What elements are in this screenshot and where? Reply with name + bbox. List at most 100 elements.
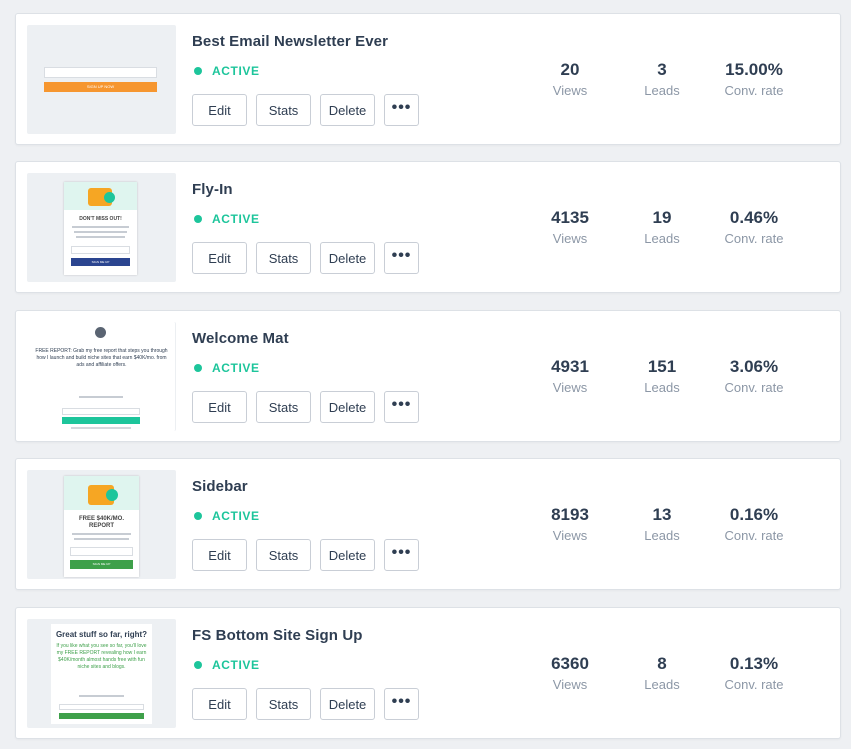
more-options-button[interactable]: ••• [384,391,419,423]
delete-button[interactable]: Delete [320,688,375,720]
views-stat: 4135 Views [525,208,615,246]
status-dot [194,215,202,223]
form-preview-thumbnail[interactable]: DON'T MISS OUT! SIGN ME UP [27,173,176,282]
leads-label: Leads [644,83,680,98]
edit-button[interactable]: Edit [192,94,247,126]
conversion-value: 0.46% [729,208,779,227]
conversion-stat: 0.46% Conv. rate [709,208,799,246]
stats-button[interactable]: Stats [256,539,311,571]
status-dot [194,364,202,372]
preview-logo-icon [95,327,106,338]
leads-stat: 8 Leads [617,654,707,692]
status-badge: ACTIVE [194,64,260,78]
form-title[interactable]: Welcome Mat [192,330,289,347]
preview-heading: DON'T MISS OUT! [79,216,122,222]
preview-text-line [79,396,123,398]
preview-signup-button: SIGN ME UP [71,258,130,266]
preview-email-input [44,67,157,78]
form-preview-thumbnail[interactable]: Great stuff so far, right? If you like w… [27,619,176,728]
preview-heading: FREE $40K/MO. REPORT [78,516,124,529]
form-title[interactable]: FS Bottom Site Sign Up [192,627,363,644]
views-stat: 8193 Views [525,505,615,543]
preview-text-line [76,236,125,238]
edit-button[interactable]: Edit [192,391,247,423]
preview-text-line [74,231,127,233]
preview-button-text: SIGN UP NOW [86,84,115,89]
status-text: ACTIVE [212,658,260,672]
preview-bottom-panel: Great stuff so far, right? If you like w… [51,624,152,724]
leads-value: 19 [652,208,672,227]
preview-email-input [71,246,130,254]
edit-button[interactable]: Edit [192,688,247,720]
status-text: ACTIVE [212,212,260,226]
views-label: Views [552,231,588,246]
stats-button[interactable]: Stats [256,391,311,423]
views-value: 8193 [551,505,589,524]
form-preview-thumbnail[interactable]: SIGN UP NOW [27,25,176,134]
views-value: 6360 [551,654,589,673]
form-card: Great stuff so far, right? If you like w… [15,607,841,739]
views-stat: 6360 Views [525,654,615,692]
leads-label: Leads [644,380,680,395]
stats-button[interactable]: Stats [256,242,311,274]
form-card: FREE REPORT: Grab my free report that st… [15,310,841,442]
views-label: Views [552,380,588,395]
preview-signup-button: SIGN UP NOW [44,82,157,92]
preview-sidebar-panel: FREE $40K/MO. REPORT SIGN ME UP [64,476,139,577]
preview-signup-button [62,417,140,424]
form-title[interactable]: Fly-In [192,181,233,198]
more-options-button[interactable]: ••• [384,688,419,720]
preview-badge-icon [104,192,115,203]
conversion-label: Conv. rate [724,528,784,543]
leads-label: Leads [644,528,680,543]
more-options-button[interactable]: ••• [384,539,419,571]
status-text: ACTIVE [212,509,260,523]
conversion-label: Conv. rate [724,231,784,246]
form-preview-thumbnail[interactable]: FREE $40K/MO. REPORT SIGN ME UP [27,470,176,579]
more-options-button[interactable]: ••• [384,94,419,126]
preview-text-line [71,427,131,429]
leads-stat: 3 Leads [617,60,707,98]
leads-value: 13 [652,505,672,524]
delete-button[interactable]: Delete [320,391,375,423]
views-label: Views [552,83,588,98]
preview-signup-button: SIGN ME UP [70,560,133,569]
leads-value: 3 [657,60,667,79]
conversion-label: Conv. rate [724,677,784,692]
form-title[interactable]: Sidebar [192,478,248,495]
leads-stat: 19 Leads [617,208,707,246]
conversion-label: Conv. rate [724,83,784,98]
status-badge: ACTIVE [194,361,260,375]
leads-label: Leads [644,677,680,692]
status-dot [194,661,202,669]
form-card: DON'T MISS OUT! SIGN ME UP Fly-In ACTIVE… [15,161,841,293]
conversion-value: 0.13% [729,654,779,673]
edit-button[interactable]: Edit [192,539,247,571]
views-value: 4931 [551,357,589,376]
leads-stat: 151 Leads [617,357,707,395]
delete-button[interactable]: Delete [320,242,375,274]
form-card: FREE $40K/MO. REPORT SIGN ME UP Sidebar … [15,458,841,590]
form-title[interactable]: Best Email Newsletter Ever [192,33,389,50]
stats-button[interactable]: Stats [256,94,311,126]
preview-button-text: SIGN ME UP [92,562,111,566]
status-text: ACTIVE [212,361,260,375]
edit-button[interactable]: Edit [192,242,247,274]
delete-button[interactable]: Delete [320,94,375,126]
conversion-value: 15.00% [725,60,783,79]
form-card: SIGN UP NOW Best Email Newsletter Ever A… [15,13,841,145]
preview-heading: Great stuff so far, right? [55,630,148,639]
delete-button[interactable]: Delete [320,539,375,571]
form-preview-thumbnail[interactable]: FREE REPORT: Grab my free report that st… [27,322,176,431]
status-dot [194,67,202,75]
status-text: ACTIVE [212,64,260,78]
preview-email-input [62,408,140,415]
conversion-stat: 0.13% Conv. rate [709,654,799,692]
preview-email-input [70,547,133,556]
more-options-button[interactable]: ••• [384,242,419,274]
leads-value: 8 [657,654,667,673]
conversion-stat: 0.16% Conv. rate [709,505,799,543]
preview-email-input [59,704,144,710]
conversion-stat: 3.06% Conv. rate [709,357,799,395]
stats-button[interactable]: Stats [256,688,311,720]
